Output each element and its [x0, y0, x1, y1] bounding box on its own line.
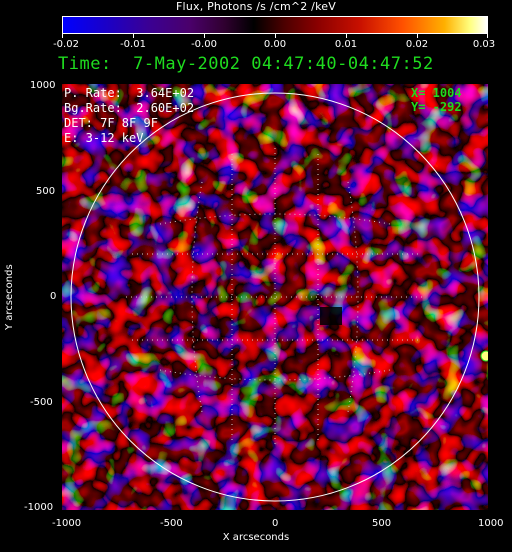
colorbar-tick-label: -0.00: [191, 39, 217, 50]
grid-lines: [126, 148, 424, 446]
x-axis-label: X arcseconds: [222, 532, 290, 543]
cursor-marker: [480, 350, 488, 362]
colorbar-tick: [417, 34, 418, 38]
observation-time: Time: 7-May-2002 04:47:40-04:47:52: [58, 54, 434, 74]
y-tick-label: -1000: [24, 502, 54, 513]
energy-range-text: E: 3-12 keV: [64, 131, 144, 145]
x-tick-label: -500: [160, 518, 183, 529]
cursor-x-readout: X= 1004: [411, 86, 462, 100]
colorbar-tick: [275, 34, 276, 38]
y-tick-label: 1000: [30, 80, 56, 91]
cursor-y-readout: Y= -292: [411, 100, 462, 114]
peak-rate-text: P. Rate: 3.64E+02: [64, 86, 195, 100]
colorbar-tick: [62, 34, 63, 38]
colorbar-tick-label: -0.01: [120, 39, 146, 50]
colorbar-tick: [133, 34, 134, 38]
y-tick-label: 0: [50, 291, 57, 302]
y-axis-label: Y arcseconds: [4, 264, 15, 330]
y-tick-label: -500: [30, 397, 53, 408]
x-tick-label: 1000: [478, 518, 504, 529]
x-tick-label: 0: [272, 518, 279, 529]
x-tick-label: -1000: [52, 518, 82, 529]
colorbar: [62, 16, 488, 34]
colorbar-tick-label: 0.02: [405, 39, 429, 50]
colorbar-tick-label: 0.00: [263, 39, 287, 50]
colorbar-tick-label: -0.02: [53, 39, 79, 50]
image-plot[interactable]: [62, 84, 488, 510]
colorbar-tick-label: 0.01: [334, 39, 358, 50]
colorbar-tick: [346, 34, 347, 38]
y-tick-label: 500: [36, 186, 56, 197]
background-rate-text: Bg.Rate: 2.60E+02: [64, 101, 195, 115]
colorbar-tick-label: 0.03: [472, 39, 496, 50]
colorbar-tick: [204, 34, 205, 38]
solar-limb: [70, 92, 480, 502]
x-tick-label: 500: [372, 518, 392, 529]
detectors-text: DET: 7F 8F 9F: [64, 116, 158, 130]
source-box: [320, 307, 342, 325]
colorbar-tick: [487, 34, 488, 38]
colorbar-title: Flux, Photons /s /cm^2 /keV: [176, 0, 336, 13]
flux-map: [62, 84, 488, 510]
